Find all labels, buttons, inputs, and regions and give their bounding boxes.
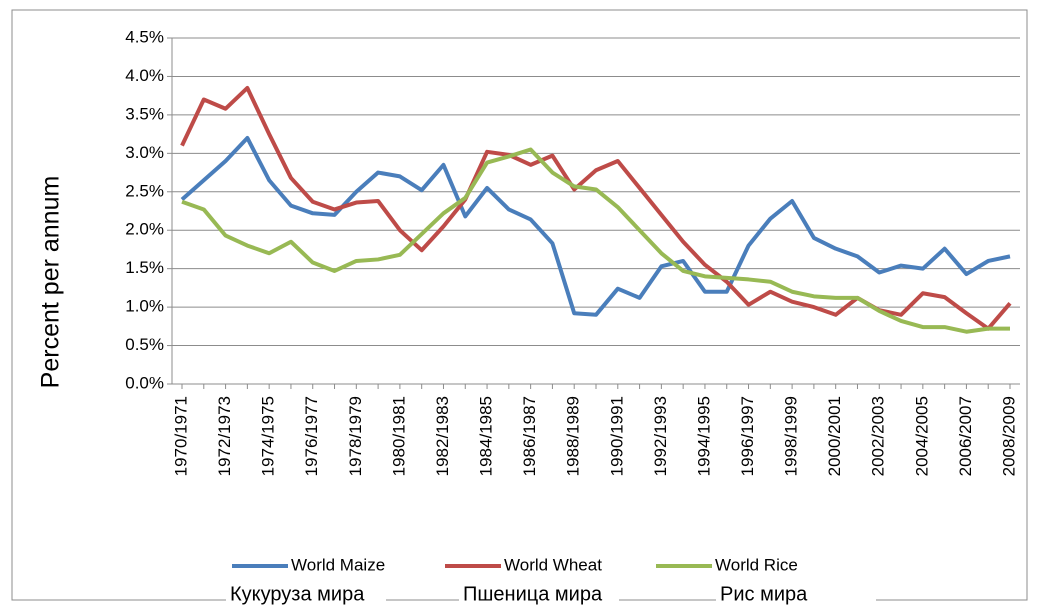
y-tick-label: 3.0% <box>125 143 164 162</box>
x-tick-label: 1992/1993 <box>651 396 670 476</box>
x-tick-label: 1998/1999 <box>782 396 801 476</box>
annotation: Рис мира <box>720 583 808 605</box>
x-tick-label: 1994/1995 <box>694 396 713 476</box>
x-tick-label: 1988/1989 <box>564 396 583 476</box>
y-tick-label: 0.5% <box>125 335 164 354</box>
y-tick-label: 3.5% <box>125 104 164 123</box>
x-tick-label: 1980/1981 <box>389 396 408 476</box>
y-tick-label: 1.0% <box>125 297 164 316</box>
x-tick-label: 1986/1987 <box>520 396 539 476</box>
x-tick-label: 2000/2001 <box>825 396 844 476</box>
annotation-bg <box>226 583 386 605</box>
series-line <box>180 135 1011 317</box>
x-tick-label: 2008/2009 <box>999 396 1018 476</box>
annotation: Кукуруза мира <box>230 583 365 605</box>
y-tick-label: 2.5% <box>125 181 164 200</box>
y-tick-label: 0.0% <box>125 373 164 392</box>
y-tick-label: 1.5% <box>125 258 164 277</box>
x-tick-label: 1976/1977 <box>302 396 321 476</box>
x-tick-label: 1982/1983 <box>433 396 452 476</box>
y-tick-label: 2.0% <box>125 220 164 239</box>
y-axis-label: Percent per annum <box>37 176 65 389</box>
legend-label: World Rice <box>715 555 798 574</box>
x-tick-label: 1996/1997 <box>738 396 757 476</box>
annotation-bg <box>459 583 619 605</box>
y-tick-label: 4.5% <box>125 27 164 46</box>
legend-label: World Wheat <box>504 555 602 574</box>
series-line <box>181 147 1010 334</box>
x-tick-label: 1990/1991 <box>607 396 626 476</box>
x-tick-label: 2004/2005 <box>912 396 931 476</box>
y-tick-label: 4.0% <box>125 66 164 85</box>
x-tick-label: 1972/1973 <box>215 396 234 476</box>
x-tick-label: 1984/1985 <box>477 396 496 476</box>
x-tick-label: 2006/2007 <box>956 396 975 476</box>
legend-label: World Maize <box>291 555 385 574</box>
chart-border <box>11 9 1028 601</box>
x-tick-label: 1978/1979 <box>346 396 365 476</box>
x-tick-label: 2002/2003 <box>869 396 888 476</box>
x-tick-label: 1970/1971 <box>171 396 190 476</box>
annotation: Пшеница мира <box>463 583 603 605</box>
x-tick-label: 1974/1975 <box>259 396 278 476</box>
annotation-bg <box>716 583 876 605</box>
